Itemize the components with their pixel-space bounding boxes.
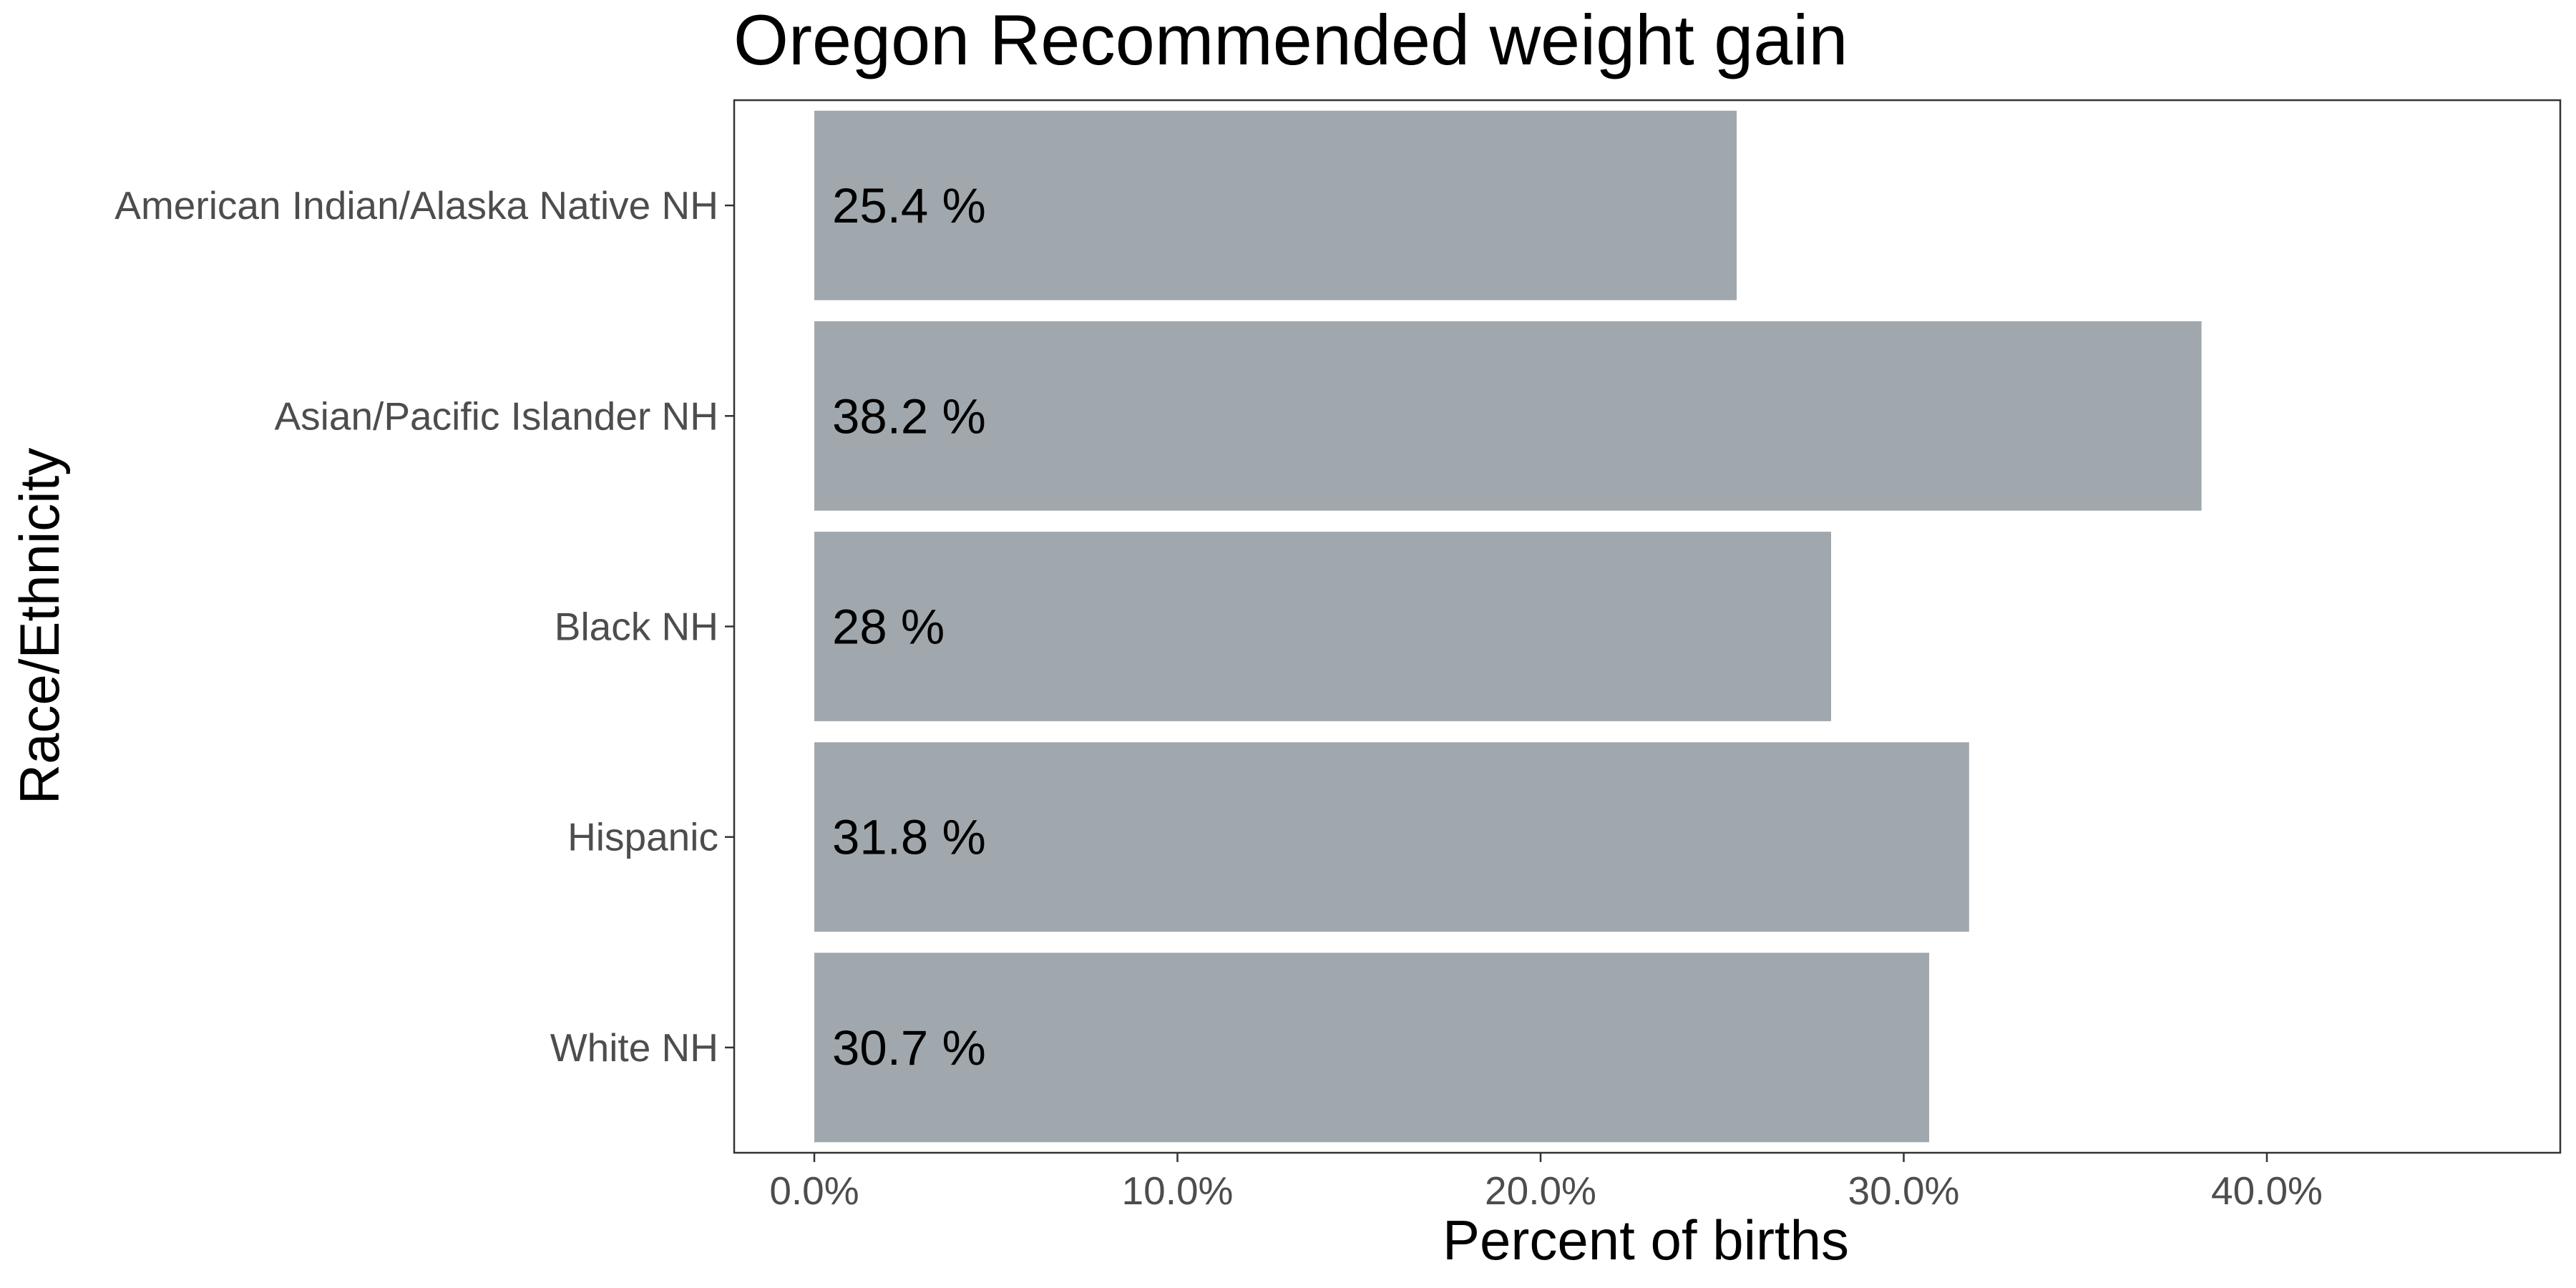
y-axis-title: Race/Ethnicity bbox=[8, 448, 71, 805]
x-axis-ticks: 0.0% 10.0% 20.0% 30.0% 40.0% bbox=[769, 1153, 2323, 1213]
x-tick-label-1: 0.0% bbox=[769, 1169, 859, 1213]
data-label-1: 25.4 % bbox=[832, 178, 986, 233]
y-tick-label-4: Hispanic bbox=[567, 815, 718, 859]
data-label-3: 28 % bbox=[832, 600, 945, 655]
bar-1 bbox=[814, 110, 1737, 301]
y-tick-label-5: White NH bbox=[550, 1025, 718, 1070]
y-tick-label-2: Asian/Pacific Islander NH bbox=[274, 394, 718, 438]
data-label-2: 38.2 % bbox=[832, 389, 986, 444]
x-tick-label-4: 30.0% bbox=[1848, 1169, 1960, 1213]
bar-5 bbox=[814, 952, 1930, 1143]
bars-group bbox=[814, 110, 2202, 1143]
x-axis-title: Percent of births bbox=[1443, 1209, 1849, 1272]
y-axis-ticks: American Indian/Alaska Native NH Asian/Pa… bbox=[114, 183, 734, 1070]
data-label-5: 30.7 % bbox=[832, 1020, 986, 1075]
bar-4 bbox=[814, 742, 1969, 932]
chart-title: Oregon Recommended weight gain bbox=[733, 0, 1848, 79]
data-label-4: 31.8 % bbox=[832, 810, 986, 865]
data-labels-group: 25.4 % 38.2 % 28 % 31.8 % 30.7 % bbox=[832, 178, 986, 1075]
bar-2 bbox=[814, 321, 2202, 511]
y-tick-label-1: American Indian/Alaska Native NH bbox=[114, 183, 718, 228]
y-tick-label-3: Black NH bbox=[555, 605, 718, 649]
x-tick-label-3: 20.0% bbox=[1485, 1169, 1596, 1213]
x-tick-label-2: 10.0% bbox=[1122, 1169, 1234, 1213]
x-tick-label-5: 40.0% bbox=[2211, 1169, 2323, 1213]
bar-3 bbox=[814, 532, 1831, 721]
